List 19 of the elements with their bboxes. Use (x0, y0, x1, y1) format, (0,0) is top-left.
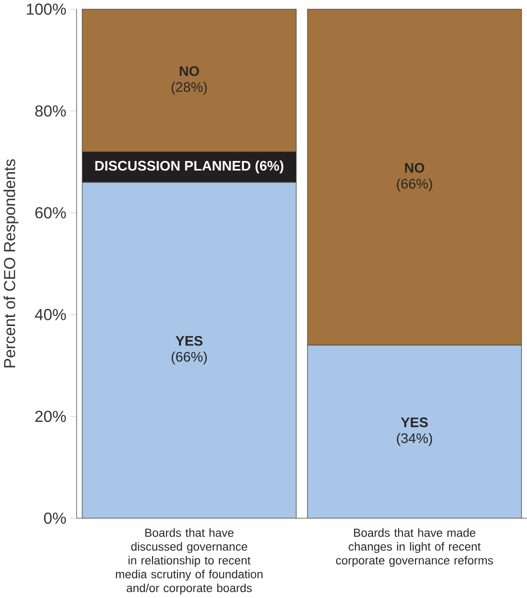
data-label: (66%) (396, 178, 432, 192)
data-label: (6%) (255, 160, 284, 174)
series-label: DISCUSSION PLANNED (95, 160, 250, 171)
y-tick-label: 20% (35, 410, 66, 422)
text: YES (175, 336, 202, 346)
y-axis-title: Percent of CEO Respondents (3, 159, 18, 368)
text: NO (404, 162, 424, 173)
y-tick-label: 60% (35, 207, 66, 218)
y-tick-label: 0% (44, 512, 66, 524)
y-tick-label: 40% (34, 308, 66, 320)
data-label: (34%) (396, 432, 432, 446)
y-tick-label: 80% (35, 105, 66, 117)
series-label: NO (180, 66, 199, 76)
x-tick-label: Boards that have made changes in light of recent corporate governance reforms (336, 528, 493, 567)
x-tick-label: Boards that have discussed governance in relationship to recent media scrutiny of foundation and/or corporate boards (116, 528, 262, 594)
data-label: (28%) (171, 82, 207, 95)
series-label: YES (400, 417, 428, 428)
y-tick-label: 100% (26, 4, 66, 15)
data-label: (66%) (171, 352, 207, 364)
